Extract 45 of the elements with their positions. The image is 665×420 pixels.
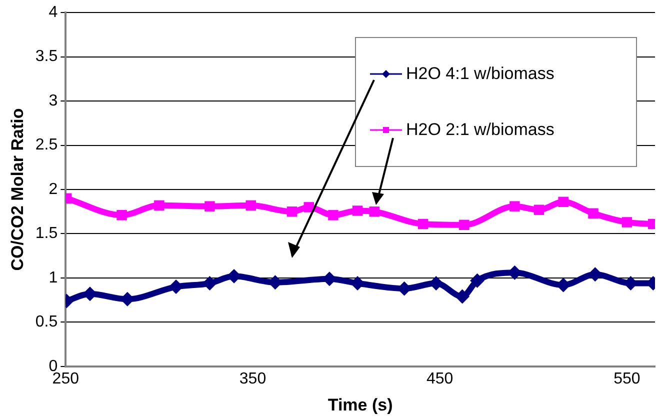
point [304,202,314,212]
point [456,290,468,303]
y-tick-label: 3 [48,92,58,110]
point [398,282,410,295]
legend-label: H2O 2:1 w/biomass [406,120,554,140]
point [204,201,215,212]
point [459,220,470,230]
y-tick-label: 0.5 [35,314,58,331]
point [558,196,568,208]
x-tick-label: 250 [52,370,80,388]
point [369,206,380,217]
y-axis-title: CO/CO2 Molar Ratio [8,108,27,271]
point [588,208,598,219]
point [430,277,442,290]
x-tick-label: 450 [426,370,454,388]
point [121,293,134,306]
point [557,279,570,292]
y-tick-label: 1.5 [35,225,58,242]
point [508,266,521,279]
point [246,200,256,211]
point [116,210,127,220]
point [471,274,484,287]
y-tick-label: 1 [48,269,58,286]
y-tick-label: 4 [48,4,58,22]
point [352,206,363,216]
x-axis-title: Time (s) [328,395,393,414]
point [170,280,182,293]
legend-label: H2O 4:1 w/biomass [406,64,554,84]
y-tick-label: 2 [48,180,58,198]
x-tick-label: 350 [239,370,266,388]
point [510,201,520,212]
x-tick-label: 550 [614,370,640,388]
y-tick-label: 3.5 [35,48,58,66]
point [286,206,298,217]
point [534,204,544,215]
point [352,277,364,290]
point [269,276,282,288]
point [589,268,602,280]
point [84,288,96,300]
y-tick-label: 2.5 [35,136,58,154]
point [622,217,632,228]
point [418,218,428,230]
point [154,200,164,211]
point [328,210,338,220]
point [204,277,216,290]
